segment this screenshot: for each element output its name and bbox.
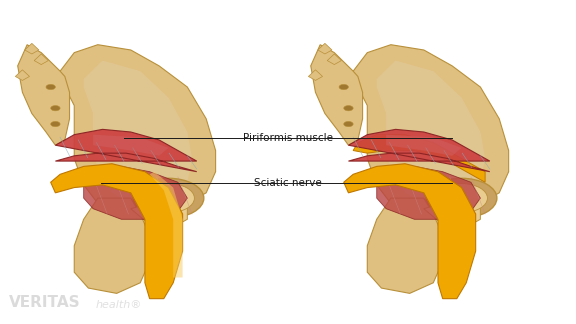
Circle shape [426, 178, 497, 218]
Polygon shape [55, 129, 197, 172]
Circle shape [46, 84, 55, 90]
Polygon shape [353, 135, 485, 182]
Polygon shape [150, 172, 183, 277]
Polygon shape [93, 135, 169, 156]
Polygon shape [327, 54, 342, 64]
Polygon shape [308, 70, 323, 80]
Text: health®: health® [96, 300, 142, 310]
Polygon shape [344, 164, 476, 299]
Circle shape [344, 122, 353, 127]
Circle shape [51, 122, 60, 127]
Polygon shape [84, 167, 187, 219]
Polygon shape [424, 198, 480, 230]
Polygon shape [16, 70, 29, 80]
Polygon shape [311, 45, 362, 145]
Polygon shape [386, 135, 461, 156]
Polygon shape [348, 129, 490, 172]
Polygon shape [18, 45, 70, 145]
Polygon shape [353, 45, 509, 217]
Circle shape [143, 184, 194, 213]
Text: VERITAS: VERITAS [9, 295, 81, 310]
Circle shape [51, 106, 60, 111]
Polygon shape [51, 164, 183, 299]
Polygon shape [377, 167, 480, 219]
Polygon shape [74, 198, 150, 293]
Text: Sciatic nerve: Sciatic nerve [254, 178, 322, 188]
Circle shape [133, 178, 204, 218]
Circle shape [339, 84, 348, 90]
Polygon shape [84, 61, 192, 203]
Polygon shape [367, 198, 443, 293]
Polygon shape [60, 45, 215, 217]
Polygon shape [25, 43, 39, 54]
Polygon shape [34, 54, 48, 64]
Polygon shape [131, 198, 187, 230]
Polygon shape [377, 61, 485, 203]
Polygon shape [318, 43, 332, 54]
Circle shape [435, 184, 487, 213]
Text: Piriformis muscle: Piriformis muscle [243, 133, 333, 143]
Circle shape [344, 106, 353, 111]
